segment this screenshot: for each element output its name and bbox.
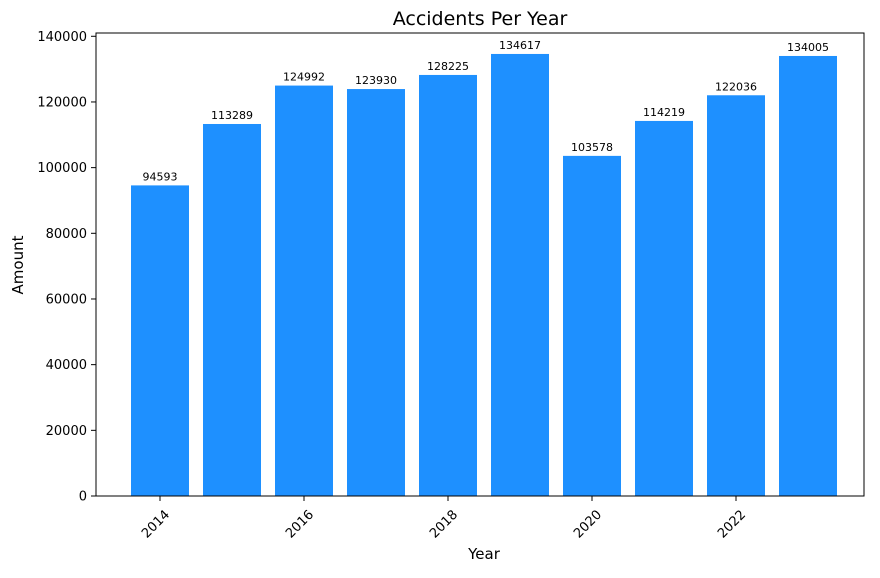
x-tick-label: 2014 — [139, 507, 173, 541]
x-tick-label: 2018 — [427, 507, 461, 541]
data-label-2017: 123930 — [355, 74, 397, 87]
y-tick-label: 0 — [79, 490, 87, 505]
bar-2014 — [131, 185, 189, 496]
data-label-2023: 134005 — [787, 41, 829, 54]
data-label-2018: 128225 — [427, 60, 469, 73]
y-tick-label: 100000 — [37, 161, 87, 176]
x-tick-label: 2020 — [571, 507, 605, 541]
bar-2018 — [419, 74, 477, 496]
bar-2022 — [707, 95, 765, 497]
data-label-2019: 134617 — [499, 39, 541, 52]
y-axis-label: Amount — [9, 235, 27, 294]
x-axis-label: Year — [467, 545, 501, 563]
bar-2021 — [635, 120, 693, 496]
x-tick-label: 2016 — [283, 507, 317, 541]
data-label-2014: 94593 — [143, 170, 178, 183]
data-labels-layer: 94593 113289 124992 123930 128225 134617 10357… — [143, 39, 830, 183]
data-label-2016: 124992 — [283, 71, 325, 84]
bar-2020 — [563, 155, 621, 496]
y-axis: 0 20000 40000 60000 80000 100000 120000 140000 — [37, 30, 96, 505]
x-tick-label: 2022 — [715, 507, 749, 541]
data-label-2015: 113289 — [211, 109, 253, 122]
y-tick-label: 60000 — [46, 292, 87, 307]
plot-frame — [95, 32, 865, 497]
bar-2023 — [779, 55, 837, 496]
y-tick-label: 40000 — [46, 358, 87, 373]
bar-2015 — [203, 123, 261, 497]
bars-layer — [131, 53, 837, 497]
chart-title: Accidents Per Year — [393, 8, 568, 30]
data-label-2022: 122036 — [715, 80, 757, 93]
data-label-2021: 114219 — [643, 106, 685, 119]
x-axis: 2014 2016 2018 2020 2022 — [139, 496, 749, 541]
y-tick-label: 120000 — [37, 95, 87, 110]
y-tick-label: 140000 — [37, 30, 87, 45]
y-tick-label: 20000 — [46, 424, 87, 439]
data-label-2020: 103578 — [571, 141, 613, 154]
bar-2016 — [275, 85, 333, 496]
bar-2017 — [347, 89, 405, 497]
bar-2019 — [491, 53, 549, 497]
y-tick-label: 80000 — [46, 227, 87, 242]
